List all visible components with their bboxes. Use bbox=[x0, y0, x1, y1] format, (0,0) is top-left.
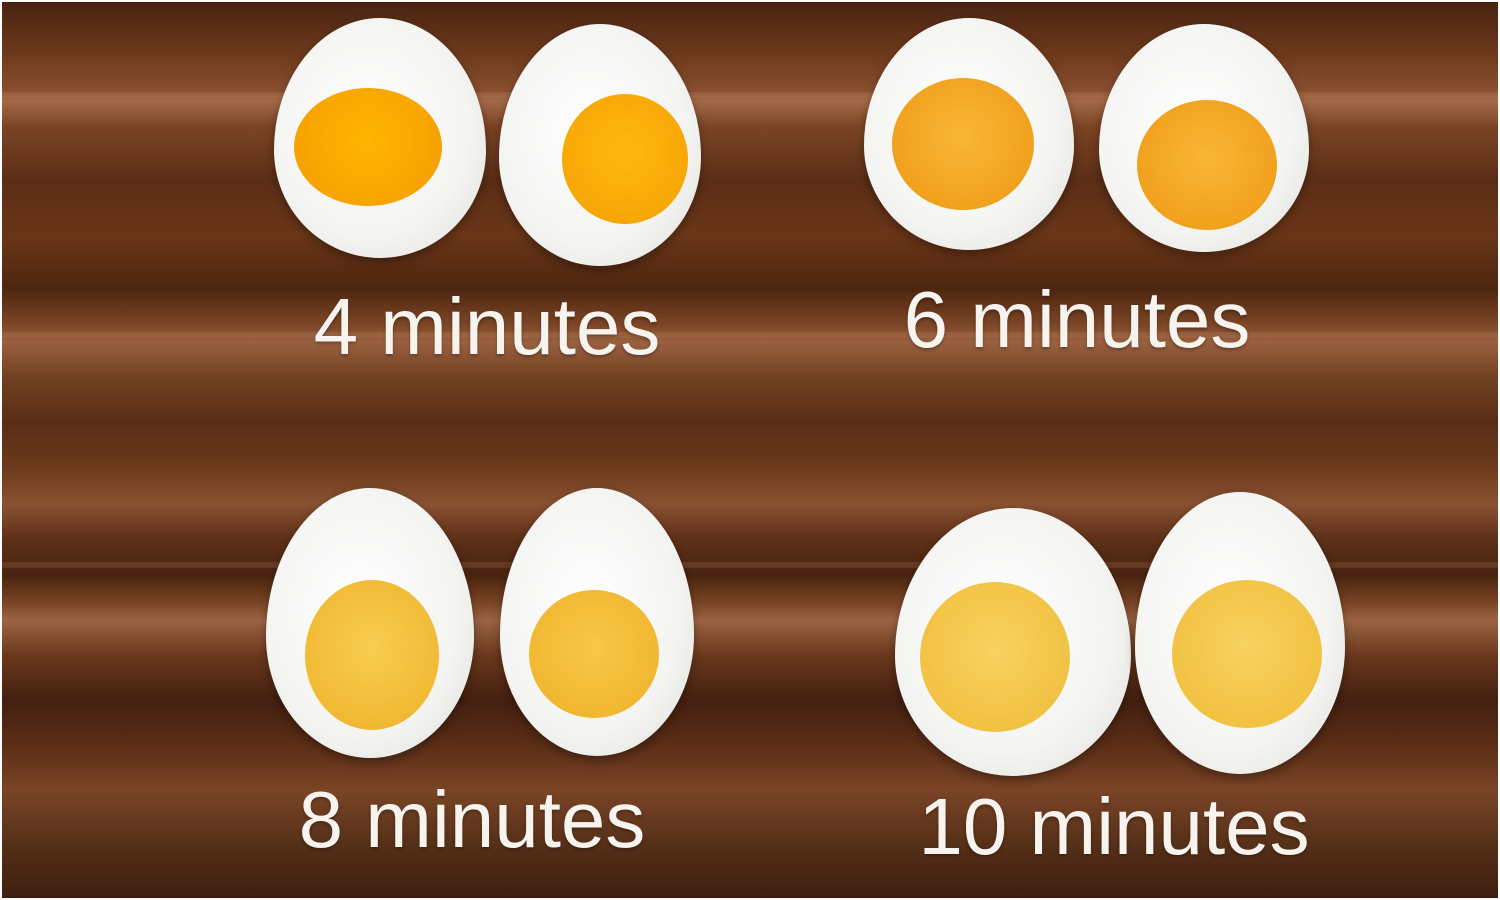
yolk-6min-left bbox=[892, 78, 1034, 210]
yolk-10min-left bbox=[920, 582, 1070, 732]
yolk-4min-right bbox=[562, 94, 688, 224]
yolk-8min-left bbox=[305, 580, 439, 730]
wood-grain bbox=[2, 562, 1498, 568]
wood-grain bbox=[2, 332, 1498, 338]
label-4-minutes: 4 minutes bbox=[313, 282, 661, 371]
yolk-6min-right bbox=[1137, 100, 1277, 230]
yolk-10min-right bbox=[1172, 580, 1322, 728]
label-10-minutes: 10 minutes bbox=[918, 782, 1310, 871]
yolk-4min-left bbox=[294, 88, 442, 206]
yolk-8min-right bbox=[529, 590, 659, 718]
wood-grain bbox=[2, 92, 1498, 98]
label-8-minutes: 8 minutes bbox=[298, 775, 646, 864]
label-6-minutes: 6 minutes bbox=[903, 275, 1251, 364]
